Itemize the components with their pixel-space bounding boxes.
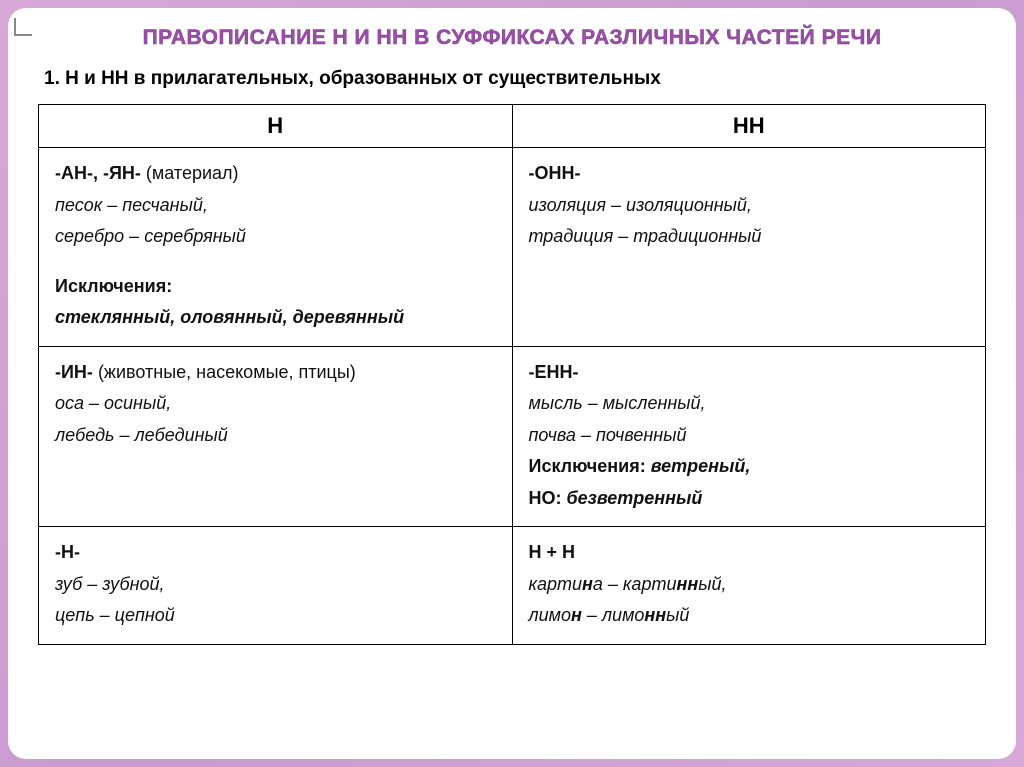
cell-n-an-yan: -АН-, -ЯН- (материал) песок – песчаный, … (39, 148, 513, 347)
suffix-label: -Н- (55, 537, 496, 569)
example-text: цепь – цепной (55, 600, 496, 632)
cell-n-in: -ИН- (животные, насекомые, птицы) оса – … (39, 346, 513, 527)
example-text: мысль – мысленный, (529, 388, 970, 420)
cell-nn-enn: -ЕНН- мысль – мысленный, почва – почвенн… (512, 346, 986, 527)
crop-mark-icon (14, 18, 32, 36)
section-subtitle: 1. Н и НН в прилагательных, образованных… (44, 68, 986, 90)
example-text: изоляция – изоляционный, (529, 190, 970, 222)
suffix-label: -ОНН- (529, 158, 970, 190)
table-row: -АН-, -ЯН- (материал) песок – песчаный, … (39, 148, 986, 347)
page-title: ПРАВОПИСАНИЕ Н И НН В СУФФИКСАХ РАЗЛИЧНЫ… (38, 26, 986, 50)
card: ПРАВОПИСАНИЕ Н И НН В СУФФИКСАХ РАЗЛИЧНЫ… (8, 8, 1016, 759)
table-row: -ИН- (животные, насекомые, птицы) оса – … (39, 346, 986, 527)
example-text: серебро – серебряный (55, 221, 496, 253)
exceptions-label: Исключения: (55, 271, 496, 303)
col-header-nn: НН (512, 105, 986, 148)
example-text: оса – осиный, (55, 388, 496, 420)
suffix-note: (животные, насекомые, птицы) (93, 362, 356, 382)
example-text: традиция – традиционный (529, 221, 970, 253)
cell-nn-onn: -ОНН- изоляция – изоляционный, традиция … (512, 148, 986, 347)
col-header-n: Н (39, 105, 513, 148)
exceptions-text: ветреный, (651, 456, 751, 476)
example-text: песок – песчаный, (55, 190, 496, 222)
example-text: зуб – зубной, (55, 569, 496, 601)
but-label: НО: (529, 488, 567, 508)
table-row: -Н- зуб – зубной, цепь – цепной Н + Н ка… (39, 527, 986, 645)
rules-table: Н НН -АН-, -ЯН- (материал) песок – песча… (38, 104, 986, 645)
suffix-label: -ИН- (55, 362, 93, 382)
example-text: картина – картинный, (529, 569, 970, 601)
but-text: безветренный (567, 488, 703, 508)
cell-n-n: -Н- зуб – зубной, цепь – цепной (39, 527, 513, 645)
example-text: почва – почвенный (529, 420, 970, 452)
example-text: лебедь – лебединый (55, 420, 496, 452)
exceptions-label: Исключения: (529, 456, 651, 476)
suffix-label: Н + Н (529, 537, 970, 569)
table-header-row: Н НН (39, 105, 986, 148)
suffix-note: (материал) (141, 163, 239, 183)
example-text: лимон – лимонный (529, 600, 970, 632)
exceptions-text: стеклянный, оловянный, деревянный (55, 302, 496, 334)
cell-nn-nplusn: Н + Н картина – картинный, лимон – лимон… (512, 527, 986, 645)
suffix-label: -АН-, -ЯН- (55, 163, 141, 183)
suffix-label: -ЕНН- (529, 357, 970, 389)
